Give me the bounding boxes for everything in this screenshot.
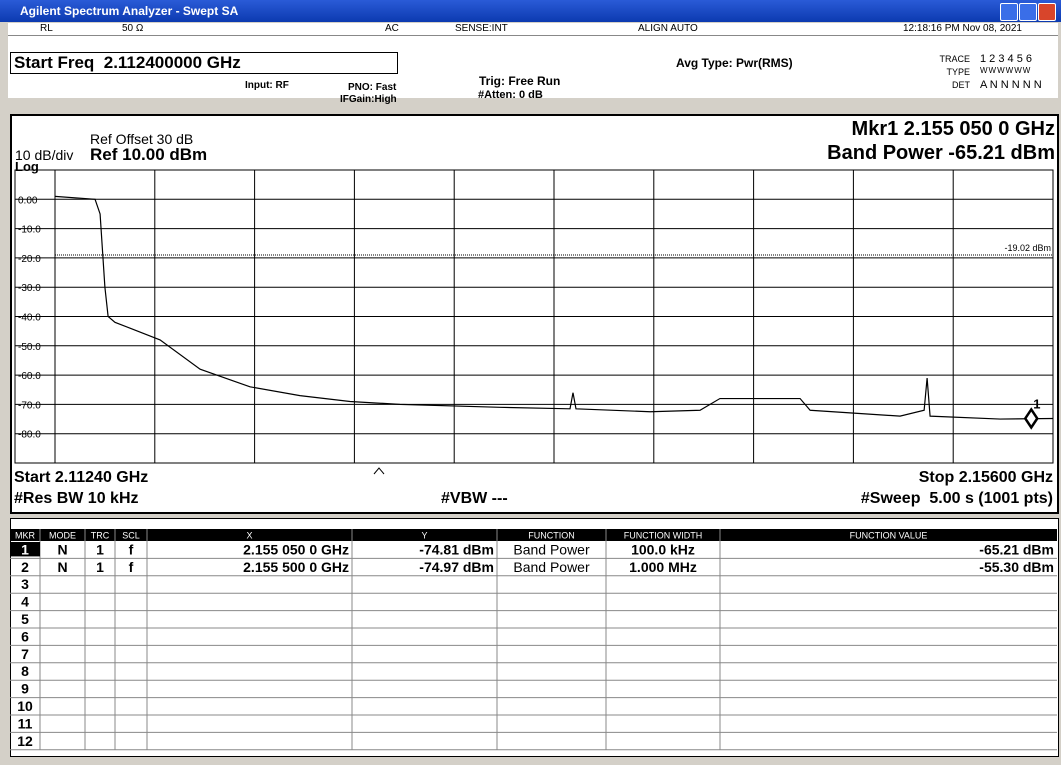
det-values: A N N N N N — [980, 79, 1042, 91]
y-tick-label: -50.0 — [18, 342, 41, 353]
table-cell: 2 — [21, 559, 29, 575]
y-tick-label: -60.0 — [18, 371, 41, 382]
rbw: #Res BW 10 kHz — [14, 490, 139, 507]
selected-marker-cell — [10, 542, 40, 557]
plot-panel — [10, 114, 1059, 514]
display-line-label: -19.02 dBm — [1004, 243, 1051, 253]
table-cell: 6 — [21, 628, 29, 644]
column-header: FUNCTION WIDTH — [624, 531, 703, 541]
table-cell: 1 — [21, 541, 29, 557]
y-tick-label: -30.0 — [18, 283, 41, 294]
marker-table-panel — [10, 518, 1059, 757]
impedance: 50 Ω — [122, 23, 144, 34]
table-cell: 9 — [21, 681, 29, 697]
table-cell: f — [129, 541, 134, 557]
table-cell: -74.97 dBm — [419, 559, 494, 575]
scale: 10 dB/div — [15, 147, 74, 163]
det-label: DET — [952, 80, 970, 90]
attenuation: #Atten: 0 dB — [478, 89, 543, 101]
ref-level: Ref 10.00 dBm — [90, 145, 208, 164]
table-cell: 1 — [96, 559, 104, 575]
table-cell: 2.155 050 0 GHz — [243, 541, 349, 557]
column-header: FUNCTION — [528, 531, 575, 541]
type-values: WWWWWW — [980, 66, 1032, 75]
column-header: SCL — [122, 531, 140, 541]
table-cell: -55.30 dBm — [979, 559, 1054, 575]
close-button[interactable] — [1038, 3, 1056, 21]
table-cell: N — [57, 559, 67, 575]
trace-label: TRACE — [939, 54, 970, 64]
table-cell: 1.000 MHz — [629, 559, 697, 575]
y-tick-label: 0.00 — [18, 195, 38, 206]
column-header: FUNCTION VALUE — [850, 531, 928, 541]
column-header: Y — [421, 531, 427, 541]
ifgain: IFGain:High — [340, 94, 397, 105]
coupling: AC — [385, 23, 399, 34]
marker — [1023, 407, 1039, 430]
active-function-box[interactable] — [10, 52, 398, 74]
marker-readout: Mkr1 2.155 050 0 GHz — [851, 118, 1055, 140]
table-cell: 4 — [21, 594, 29, 610]
start-freq: Start 2.11240 GHz — [14, 469, 149, 486]
pno: PNO: Fast — [348, 82, 397, 93]
minimize-button[interactable] — [1000, 3, 1018, 21]
status-bar — [8, 23, 1058, 36]
align: ALIGN AUTO — [638, 23, 698, 34]
table-cell: 10 — [17, 698, 33, 714]
y-tick-label: -80.0 — [18, 430, 41, 441]
y-tick-label: -10.0 — [18, 225, 41, 236]
table-cell: N — [57, 541, 67, 557]
scale-type: Log — [15, 159, 39, 174]
avg-type: Avg Type: Pwr(RMS) — [676, 56, 793, 70]
marker-label: 1 — [1033, 396, 1040, 411]
trace-values: 1 2 3 4 5 6 — [980, 53, 1032, 65]
title-bar — [0, 0, 1061, 22]
table-cell: 11 — [18, 715, 33, 731]
table-cell: -74.81 dBm — [419, 541, 494, 557]
y-tick-label: -20.0 — [18, 254, 41, 265]
table-cell: 100.0 kHz — [631, 541, 695, 557]
trigger: Trig: Free Run — [479, 74, 561, 88]
table-cell: 5 — [21, 611, 29, 627]
band-power: Band Power -65.21 dBm — [827, 142, 1055, 164]
table-cell: 7 — [21, 646, 29, 662]
active-function: Start Freq 2.112400000 GHz — [14, 53, 241, 72]
stop-freq: Stop 2.15600 GHz — [918, 469, 1053, 486]
sweep: #Sweep 5.00 s (1001 pts) — [860, 490, 1053, 507]
column-header: X — [246, 531, 252, 541]
table-cell: 3 — [21, 576, 29, 592]
table-cell: 12 — [17, 733, 33, 749]
table-cell: 8 — [21, 663, 29, 679]
column-header: MKR — [15, 531, 36, 541]
type-label: TYPE — [946, 67, 970, 77]
trace — [54, 195, 1054, 420]
vbw: #VBW --- — [441, 490, 508, 507]
restore-button[interactable] — [1019, 3, 1037, 21]
column-header: MODE — [49, 531, 76, 541]
table-cell: 1 — [96, 541, 104, 557]
table-cell: f — [129, 559, 134, 575]
table-cell: -65.21 dBm — [979, 541, 1054, 557]
y-tick-label: -70.0 — [18, 400, 41, 411]
datetime: 12:18:16 PM Nov 08, 2021 — [903, 23, 1022, 34]
y-tick-label: -40.0 — [18, 313, 41, 324]
column-header: TRC — [91, 531, 110, 541]
rl-label: RL — [40, 23, 53, 34]
center-caret — [373, 467, 385, 475]
input: Input: RF — [245, 80, 289, 91]
ref-offset: Ref Offset 30 dB — [90, 131, 194, 147]
table-cell: Band Power — [513, 559, 590, 575]
table-cell: 2.155 500 0 GHz — [243, 559, 349, 575]
table-cell: Band Power — [513, 541, 590, 557]
sense: SENSE:INT — [455, 23, 508, 34]
table-header — [10, 529, 1057, 541]
window-title: Agilent Spectrum Analyzer - Swept SA — [20, 4, 239, 18]
